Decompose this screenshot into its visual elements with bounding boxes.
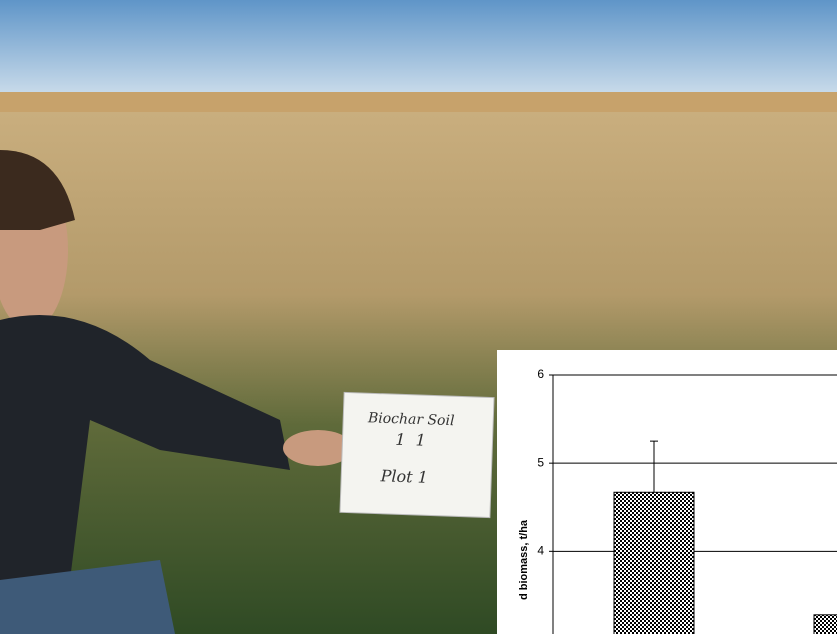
y-tick-label: 6	[537, 367, 544, 381]
bar	[614, 492, 694, 634]
photo-with-chart: Biochar Soil 1 1 Plot 1 d biomass, t/ha …	[0, 0, 837, 634]
sign-text: Biochar Soil	[367, 410, 455, 429]
sign-text: Plot 1	[379, 466, 428, 487]
y-axis-label: d biomass, t/ha	[518, 519, 530, 600]
y-tick-label: 5	[537, 455, 544, 469]
sky	[0, 0, 837, 94]
bar	[814, 615, 837, 634]
sign-text: 1 1	[395, 430, 426, 450]
y-tick-label: 4	[537, 544, 544, 558]
sign: Biochar Soil 1 1 Plot 1	[340, 392, 494, 517]
